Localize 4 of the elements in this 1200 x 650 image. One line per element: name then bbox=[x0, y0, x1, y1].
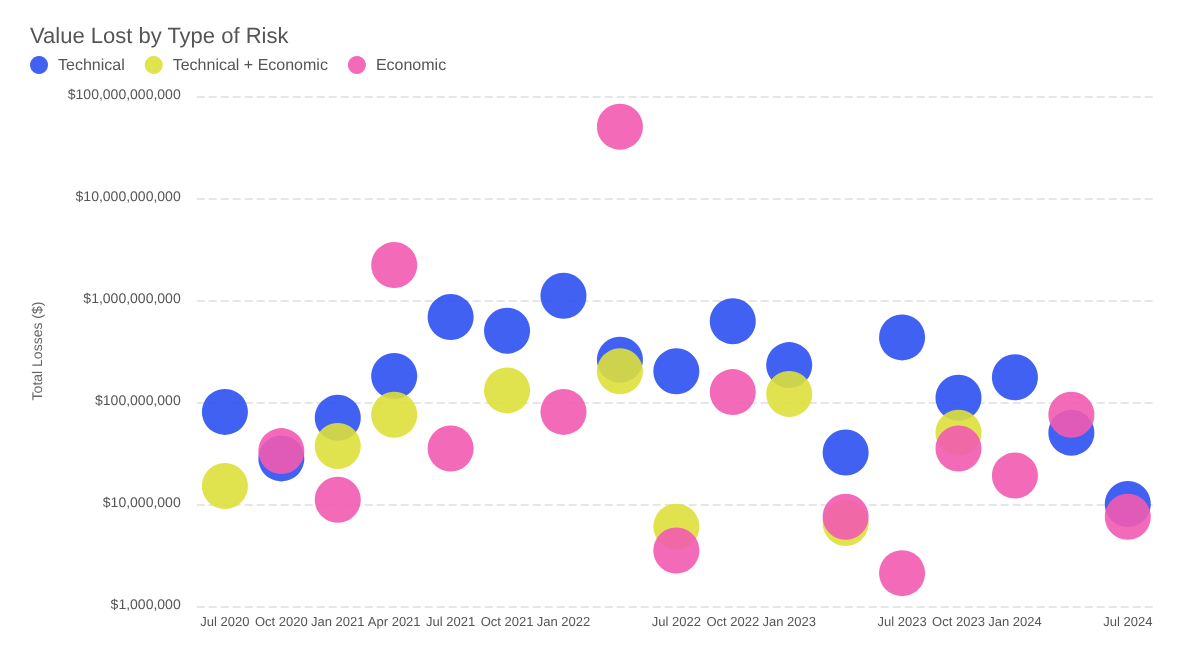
legend-label: Economic bbox=[375, 56, 447, 74]
chart-title: Value Lost by Type of Risk bbox=[30, 25, 290, 49]
legend-label: Technical bbox=[58, 56, 126, 74]
legend-label: Technical + Economic bbox=[172, 56, 328, 74]
